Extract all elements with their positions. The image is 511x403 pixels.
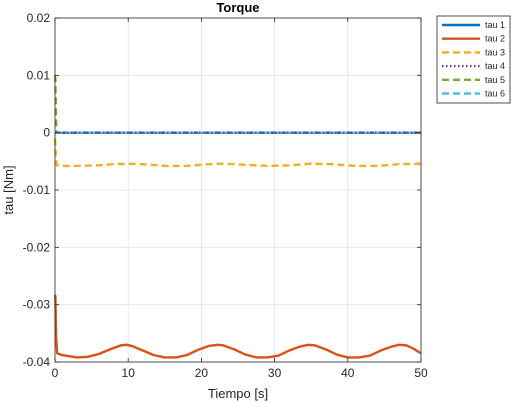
legend-label: tau 3 bbox=[485, 47, 505, 57]
legend-label: tau 6 bbox=[485, 89, 505, 99]
legend-label: tau 2 bbox=[485, 34, 505, 44]
legend-box bbox=[436, 15, 511, 104]
axis-ticks: 0 10 20 30 40 50 -0.04 -0.03 -0.02 -0.01 0 0.01 0.02 bbox=[23, 11, 428, 380]
y-tick-label: -0.02 bbox=[23, 240, 51, 254]
x-tick-label: 20 bbox=[195, 366, 209, 380]
series-line-tau-3 bbox=[53, 138, 422, 168]
y-tick-label: 0.02 bbox=[27, 11, 51, 25]
y-tick-label: 0.01 bbox=[27, 68, 51, 82]
x-tick-label: 40 bbox=[341, 366, 355, 380]
legend-label: tau 4 bbox=[485, 61, 505, 71]
y-axis-label: tau [Nm] bbox=[1, 165, 16, 214]
chart-title: Torque bbox=[216, 0, 259, 15]
y-tick-label: -0.01 bbox=[23, 183, 51, 197]
x-tick-label: 0 bbox=[52, 366, 59, 380]
legend[interactable]: tau 1 tau 2 tau 3 tau 4 tau 5 tau 6 bbox=[436, 15, 511, 104]
series-line-tau-2 bbox=[53, 294, 422, 359]
x-tick-label: 50 bbox=[414, 366, 428, 380]
series-lines bbox=[53, 75, 422, 359]
x-tick-label: 30 bbox=[268, 366, 282, 380]
x-tick-label: 10 bbox=[122, 366, 136, 380]
y-tick-label: -0.03 bbox=[23, 298, 51, 312]
legend-label: tau 1 bbox=[485, 20, 505, 30]
y-tick-label: 0 bbox=[43, 126, 50, 140]
legend-label: tau 5 bbox=[485, 75, 505, 85]
x-axis-label: Tiempo [s] bbox=[208, 386, 268, 401]
y-tick-label: -0.04 bbox=[23, 355, 51, 369]
